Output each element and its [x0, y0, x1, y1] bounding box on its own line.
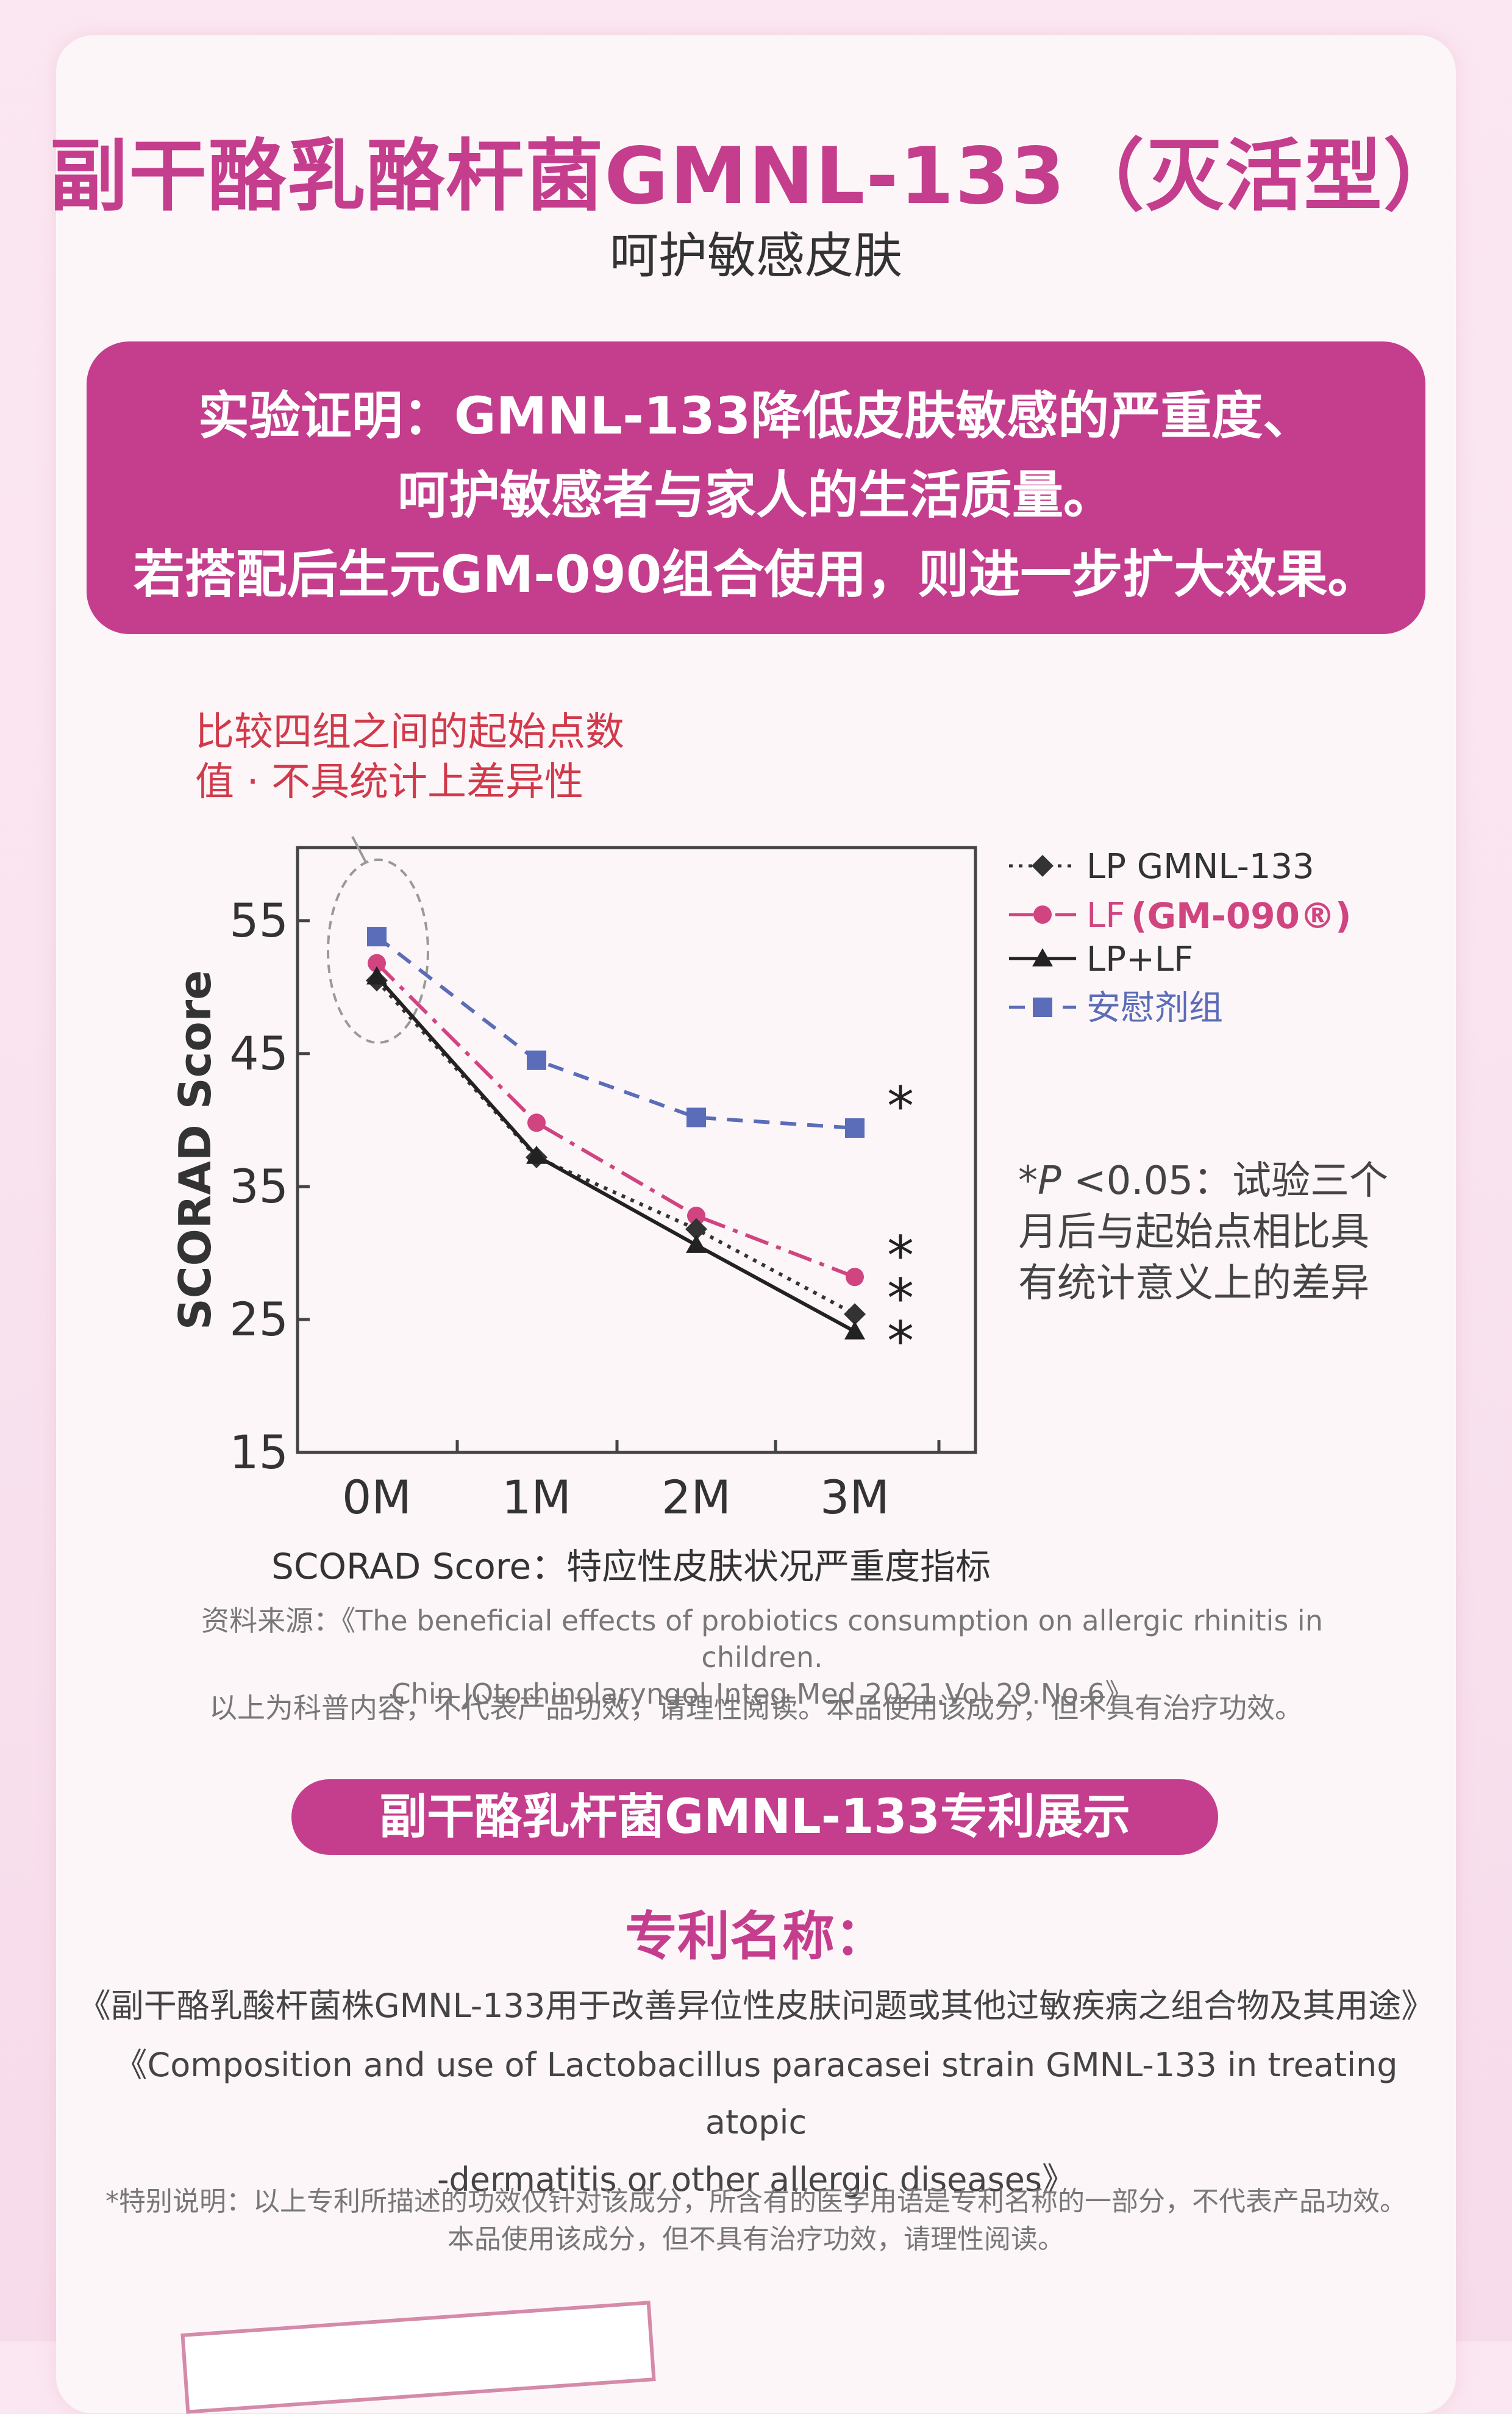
data-point — [527, 1050, 546, 1070]
significance-asterisk: * — [887, 1224, 914, 1287]
significance-note-line-2: 月后与起始点相比具 — [1018, 1210, 1369, 1255]
data-point — [687, 1206, 705, 1225]
series-line — [375, 962, 856, 1279]
page-title: 副干酪乳酪杆菌GMNL-133（灭活型） — [49, 131, 1463, 222]
patent-title-en-line-2: -dermatitis or other allergic diseases》 — [437, 2160, 1075, 2199]
p-value: <0.05：试验三个 — [1061, 1159, 1389, 1204]
data-point — [527, 1113, 546, 1132]
baseline-pointer — [351, 836, 367, 863]
claim-line-1: 实验证明：GMNL-133降低皮肤敏感的严重度、 — [198, 386, 1314, 446]
patent-disclaimer-line-2: 本品使用该成分，但不具有治疗功效，请理性阅读。 — [448, 2224, 1064, 2255]
plot-frame — [296, 846, 977, 1454]
data-point — [686, 1234, 707, 1253]
legend-marker — [1033, 905, 1052, 924]
patent-name-heading: 专利名称： — [625, 1906, 887, 1967]
baseline-ellipse — [327, 859, 429, 1044]
patent-title-en-line-1: 《Composition and use of Lactobacillus pa… — [114, 2046, 1398, 2141]
legend-label: 安慰剂组 — [1086, 988, 1223, 1028]
baseline-note-line-1: 比较四组之间的起始点数 — [195, 710, 624, 755]
baseline-note: 比较四组之间的起始点数 值 · 不具统计上差异性 — [195, 707, 744, 807]
scorad-definition: SCORAD Score：特应性皮肤状况严重度指标 — [271, 1546, 991, 1587]
data-point — [367, 927, 387, 947]
data-point — [844, 1303, 866, 1326]
scorad-chart: 55 45 35 25 15 0M 1M 2M 3M SCORAD Score * * * * LP GMN… — [169, 836, 1351, 1524]
claim-line-3: 若搭配后生元GM-090组合使用，则进一步扩大效果。 — [133, 545, 1379, 604]
page-subtitle: 呵护敏感皮肤 — [610, 227, 902, 284]
claim-banner: 实验证明：GMNL-133降低皮肤敏感的严重度、 呵护敏感者与家人的生活质量。 … — [87, 341, 1425, 634]
legend-label-suffix: (GM-090®) — [1131, 895, 1351, 937]
legend-label: LP GMNL-133 — [1086, 847, 1314, 887]
legend-label: LP+LF — [1086, 940, 1193, 979]
claim-line-2: 呵护敏感者与家人的生活质量。 — [397, 465, 1114, 525]
y-tick-label: 25 — [229, 1292, 288, 1346]
data-point — [846, 1268, 864, 1287]
x-tick-label: 1M — [502, 1470, 571, 1524]
data-point — [368, 954, 386, 973]
significance-note: *P <0.05：试验三个 月后与起始点相比具 有统计意义上的差异 — [1018, 1155, 1445, 1309]
significance-asterisk: * — [887, 1267, 914, 1330]
data-point — [845, 1118, 865, 1138]
science-disclaimer: 以上为科普内容，不代表产品功效，请理性阅读。本品使用该成分，但不具有治疗功效。 — [209, 1691, 1303, 1724]
series-line — [375, 979, 856, 1316]
y-tick-label: 55 — [229, 893, 288, 948]
patent-section-pill: 副干酪乳杆菌GMNL-133专利展示 — [291, 1779, 1218, 1855]
data-point — [685, 1218, 707, 1240]
significance-asterisk: * — [887, 1075, 914, 1138]
legend-label: LF — [1086, 896, 1125, 935]
patent-title-en: 《Composition and use of Lactobacillus pa… — [91, 2037, 1421, 2209]
series-line — [375, 975, 856, 1334]
x-tick-label: 3M — [820, 1470, 890, 1524]
data-point — [526, 1145, 547, 1164]
x-tick-label: 0M — [342, 1470, 412, 1524]
data-point — [844, 1321, 865, 1340]
y-tick-label: 15 — [229, 1425, 288, 1479]
legend-marker — [1032, 948, 1053, 966]
patent-title-cn: 《副干酪乳酸杆菌株GMNL-133用于改善异位性皮肤问题或其他过敏疾病之组合物及… — [77, 1987, 1435, 2025]
p-label: *P — [1018, 1159, 1061, 1204]
y-tick-label: 35 — [229, 1159, 288, 1213]
significance-asterisk: * — [887, 1310, 914, 1373]
significance-note-line-3: 有统计意义上的差异 — [1018, 1261, 1369, 1306]
y-tick-label: 45 — [229, 1026, 288, 1080]
patent-disclaimer: *特别说明：以上专利所描述的功效仅针对该成分，所含有的医学用语是专利名称的一部分… — [49, 2183, 1463, 2259]
data-point — [366, 966, 387, 985]
patent-disclaimer-line-1: *特别说明：以上专利所描述的功效仅针对该成分，所含有的医学用语是专利名称的一部分… — [105, 2186, 1407, 2217]
legend-marker — [1032, 855, 1054, 877]
y-axis-label: SCORAD Score — [169, 970, 221, 1330]
source-line-2: Chin JOtorhinolaryngol Integ Med 2021.Vo… — [391, 1677, 1133, 1710]
baseline-note-line-2: 值 · 不具统计上差异性 — [195, 760, 584, 805]
x-tick-label: 2M — [661, 1470, 731, 1524]
source-citation: 资料来源：《The beneficial effects of probioti… — [152, 1602, 1372, 1712]
data-point — [686, 1107, 706, 1127]
source-line-1: 资料来源：《The beneficial effects of probioti… — [201, 1604, 1323, 1674]
legend-marker — [1033, 998, 1052, 1017]
